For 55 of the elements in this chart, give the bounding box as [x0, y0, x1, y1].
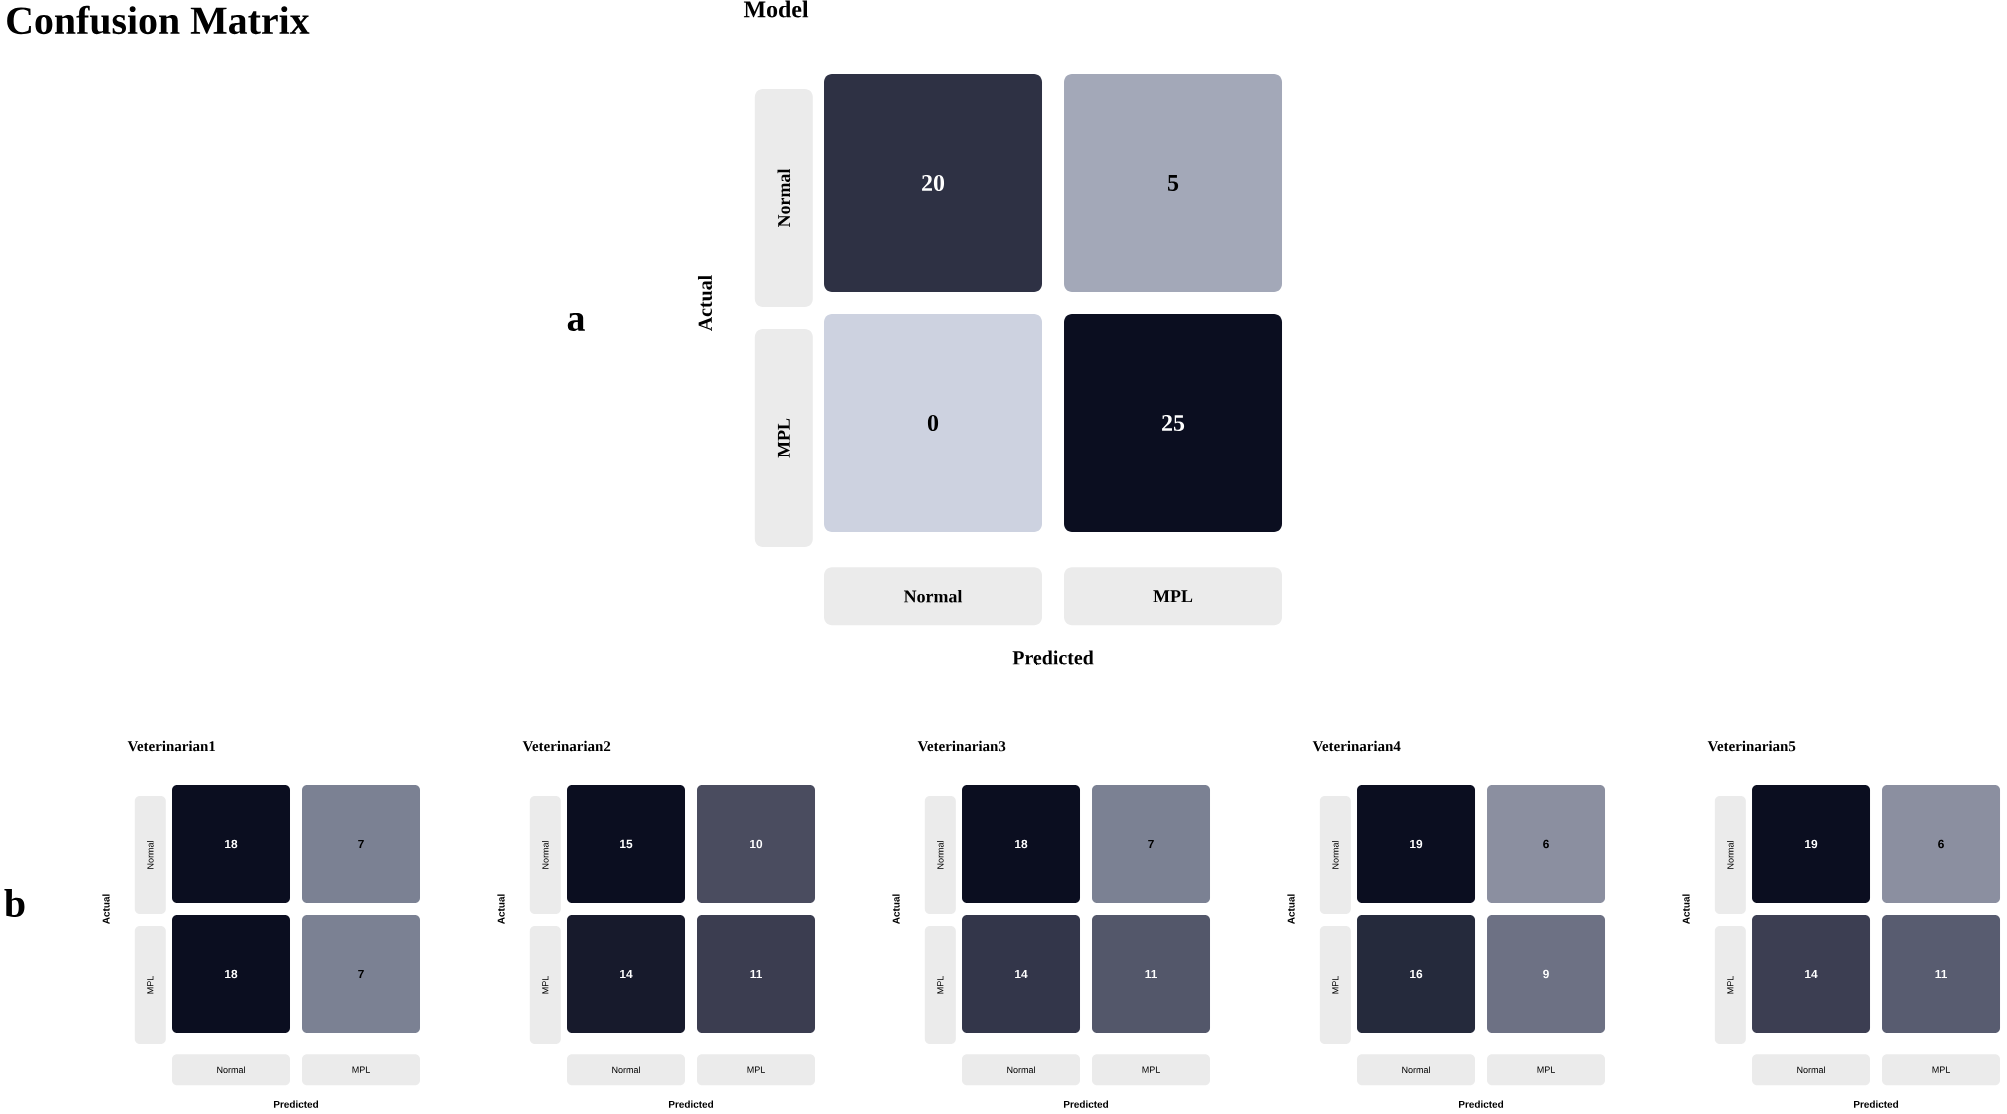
x-tick-label: MPL [747, 1066, 765, 1073]
text: a [567, 312, 585, 332]
x-tick-label: MPL [1932, 1066, 1950, 1073]
data-label: 18 [1015, 839, 1028, 849]
data-label: 25 [1162, 414, 1185, 432]
data-label: 14 [1805, 969, 1818, 979]
text: b [4, 888, 25, 918]
chart-title: Veterinarian3 [917, 740, 1006, 752]
y-axis-title: Actual [1682, 894, 1690, 924]
y-axis-title: Actual [697, 275, 713, 332]
x-axis-title: Predicted [273, 1100, 319, 1108]
data-label: 9 [1543, 969, 1549, 979]
y-axis-title: Actual [102, 894, 110, 924]
x-tick-label: MPL [1537, 1066, 1555, 1073]
data-label: 0 [927, 414, 939, 432]
x-axis-title: Predicted [1012, 650, 1094, 665]
chart-title: Veterinarian5 [1707, 740, 1796, 752]
data-label: 14 [1015, 969, 1028, 979]
x-axis-title: Predicted [668, 1100, 714, 1108]
chart-title: Model [743, 0, 809, 18]
x-axis-title: Predicted [1853, 1100, 1899, 1108]
data-label: 14 [620, 969, 633, 979]
data-label: 7 [358, 839, 364, 849]
x-tick-label: Normal [1007, 1066, 1035, 1073]
x-tick-label: MPL [1142, 1066, 1160, 1073]
y-axis-title: Actual [1287, 894, 1295, 924]
x-tick-label: Normal [1797, 1066, 1825, 1073]
y-axis-title: Actual [497, 894, 505, 924]
text: Confusion Matrix [7, 5, 310, 35]
data-label: 11 [750, 969, 762, 979]
x-tick-label: Normal [612, 1066, 640, 1073]
x-tick-label: Normal [1402, 1066, 1430, 1073]
data-label: 11 [1145, 969, 1157, 979]
data-label: 11 [1935, 969, 1948, 979]
data-label: 5 [1167, 175, 1179, 191]
y-axis-title: Actual [892, 894, 900, 924]
data-label: 6 [1543, 839, 1549, 849]
data-label: 7 [358, 969, 364, 979]
data-label: 10 [750, 839, 763, 849]
data-label: 16 [1410, 969, 1423, 979]
chart-title: Veterinarian2 [522, 740, 611, 752]
data-label: 18 [225, 839, 238, 849]
chart-title: Veterinarian4 [1312, 740, 1401, 752]
data-label: 20 [922, 174, 945, 192]
x-tick-label: Normal [217, 1066, 245, 1073]
data-label: 19 [1410, 839, 1423, 849]
x-tick-label: MPL [352, 1066, 370, 1073]
chart-title: Veterinarian1 [127, 740, 216, 752]
data-label: 18 [225, 969, 238, 979]
data-label: 6 [1938, 839, 1944, 849]
data-label: 15 [620, 839, 633, 849]
data-label: 19 [1805, 839, 1818, 849]
data-label: 7 [1148, 839, 1154, 849]
x-axis-title: Predicted [1458, 1100, 1504, 1108]
x-axis-title: Predicted [1063, 1100, 1109, 1108]
